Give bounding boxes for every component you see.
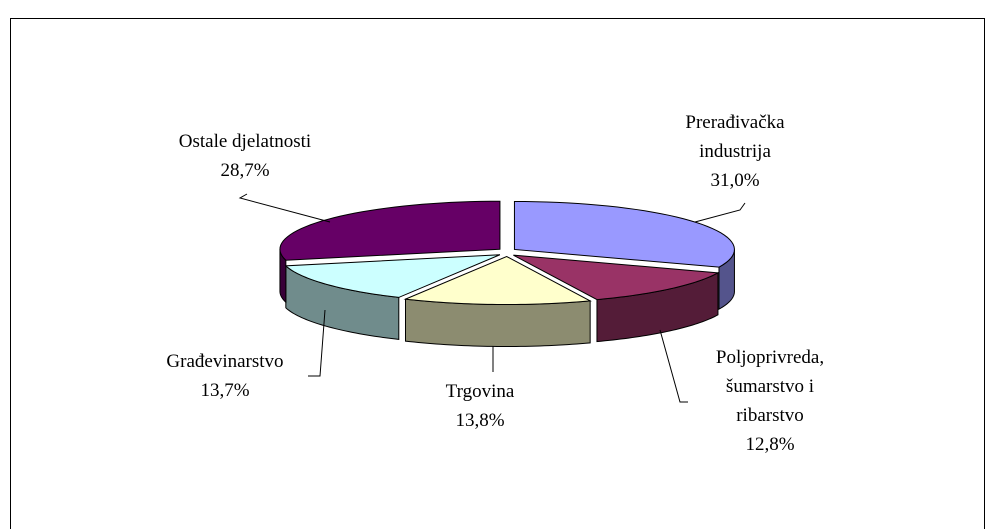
category-label: Trgovina [445, 381, 515, 402]
slice [513, 200, 735, 268]
slice [513, 254, 720, 301]
slice-label: Prerađivačka industrija 31,0% [645, 108, 825, 195]
slice [403, 255, 592, 305]
chart-border [10, 18, 985, 529]
value-label: 12,8% [745, 434, 795, 455]
value-label: 31,0% [710, 170, 760, 191]
value-label: 28,7% [220, 160, 270, 181]
category-label: Građevinarstvo [166, 351, 284, 372]
slice-label: Ostale djelatnosti 28,7% [130, 127, 360, 185]
leader-line [238, 193, 331, 223]
slice-label: Poljoprivreda, šumarstvo i ribarstvo 12,8… [670, 343, 870, 459]
leader-line [308, 309, 326, 377]
leader-line [659, 329, 688, 403]
category-label: Prerađivačka industrija [685, 112, 785, 162]
leader-line [694, 202, 746, 223]
category-label: Ostale djelatnosti [178, 131, 312, 152]
slice [284, 254, 501, 298]
value-label: 13,8% [455, 410, 505, 431]
slice [279, 200, 501, 261]
category-label: Poljoprivreda, šumarstvo i ribarstvo [715, 347, 825, 426]
slice-label: Građevinarstvo 13,7% [120, 347, 330, 405]
slice-side [404, 298, 591, 347]
value-label: 13,7% [200, 380, 250, 401]
slice-label: Trgovina 13,8% [400, 377, 560, 435]
